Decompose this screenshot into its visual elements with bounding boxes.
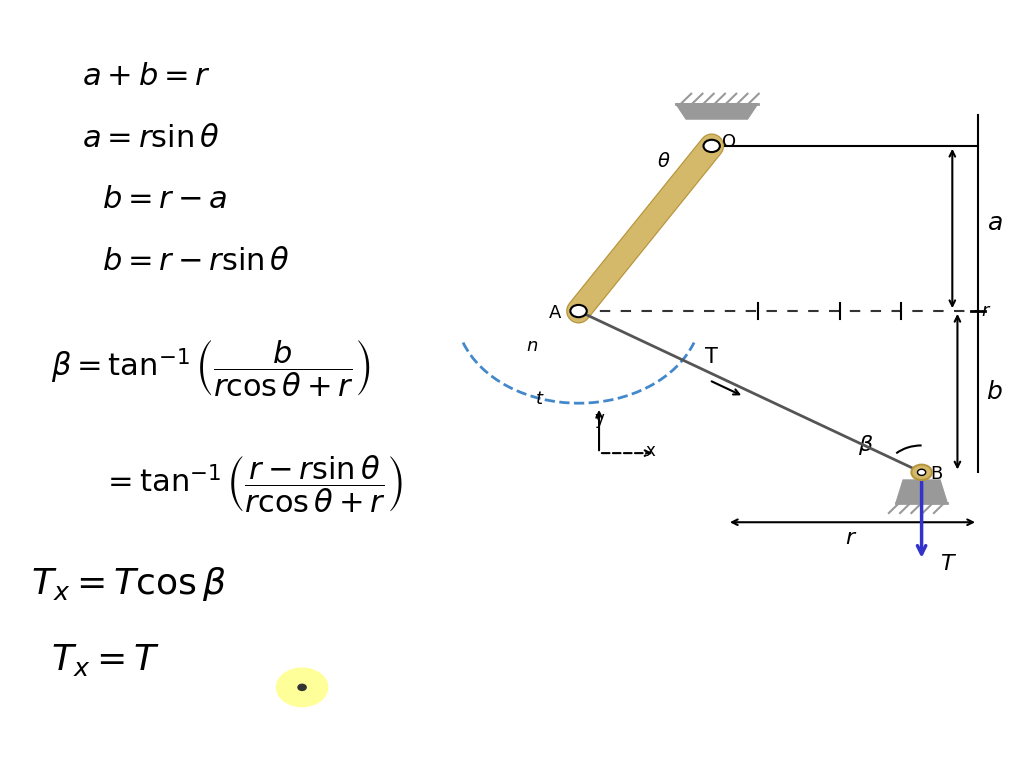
Text: $b = r - r\sin\theta$: $b = r - r\sin\theta$ xyxy=(102,247,291,276)
Text: $\beta$: $\beta$ xyxy=(857,433,873,458)
Circle shape xyxy=(298,684,306,690)
Circle shape xyxy=(911,465,932,480)
Text: $T_x = T$: $T_x = T$ xyxy=(51,643,160,678)
Text: A: A xyxy=(549,304,561,323)
Circle shape xyxy=(276,668,328,707)
Text: T: T xyxy=(706,347,718,367)
Text: t: t xyxy=(537,390,543,409)
Text: O: O xyxy=(722,133,736,151)
Text: r: r xyxy=(846,528,854,548)
Polygon shape xyxy=(896,480,947,503)
Text: T: T xyxy=(940,554,953,574)
Circle shape xyxy=(918,469,926,475)
Text: n: n xyxy=(526,336,539,355)
Text: B: B xyxy=(930,465,942,482)
Text: $b = r - a$: $b = r - a$ xyxy=(102,185,228,214)
Text: a: a xyxy=(988,210,1004,235)
Text: y: y xyxy=(594,409,604,428)
Text: $= \tan^{-1}\left(\dfrac{r - r\sin\theta}{r\cos\theta + r}\right)$: $= \tan^{-1}\left(\dfrac{r - r\sin\theta… xyxy=(102,453,403,515)
Text: $\beta = \tan^{-1}\left(\dfrac{b}{r\cos\theta + r}\right)$: $\beta = \tan^{-1}\left(\dfrac{b}{r\cos\… xyxy=(51,339,371,399)
Polygon shape xyxy=(676,104,758,119)
Text: $a = r \sin\theta$: $a = r \sin\theta$ xyxy=(82,124,219,153)
Text: b: b xyxy=(986,379,1002,404)
Text: x: x xyxy=(645,442,655,460)
Text: $a + b = r$: $a + b = r$ xyxy=(82,62,211,91)
Circle shape xyxy=(570,305,587,317)
Circle shape xyxy=(703,140,720,152)
Text: $\theta$: $\theta$ xyxy=(656,152,671,170)
Text: r: r xyxy=(981,302,988,320)
Text: $T_x = T\cos\beta$: $T_x = T\cos\beta$ xyxy=(31,564,225,603)
